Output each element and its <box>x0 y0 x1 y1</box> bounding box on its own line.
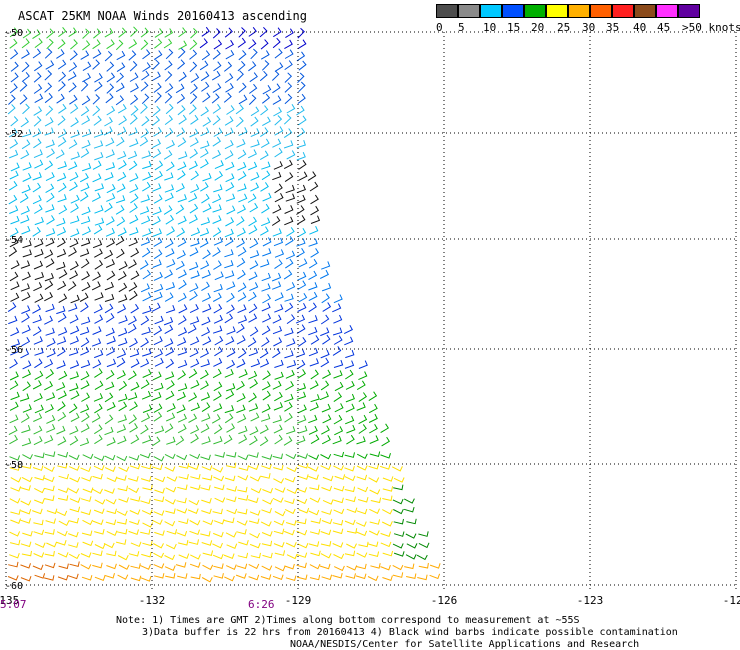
note-line-3: NOAA/NESDIS/Center for Satellite Applica… <box>290 639 640 650</box>
lat-tick-label: -56 <box>5 345 23 356</box>
scale-swatch <box>612 4 634 18</box>
scale-label: 0 <box>436 21 443 34</box>
scale-label: 40 <box>633 21 647 34</box>
scale-label: >50 knots <box>682 21 740 34</box>
lon-tick-label: -132 <box>139 594 166 607</box>
scale-swatch <box>634 4 656 18</box>
lat-tick-label: -54 <box>5 235 23 246</box>
map-title: ASCAT 25KM NOAA Winds 20160413 ascending <box>18 9 307 23</box>
scale-label: 25 <box>557 21 571 34</box>
scale-label: 35 <box>606 21 620 34</box>
lat-tick-label: -60 <box>5 581 23 592</box>
lat-tick-label: -52 <box>5 129 23 140</box>
lat-tick-label: -50 <box>5 28 23 39</box>
scale-swatch <box>524 4 546 18</box>
scale-swatch <box>590 4 612 18</box>
time-label-1: 5:07 <box>0 598 27 611</box>
scale-label: 30 <box>582 21 596 34</box>
note-line-1: Note: 1) Times are GMT 2)Times along bot… <box>116 615 580 626</box>
wind-barbs <box>7 26 441 583</box>
scale-swatch <box>436 4 458 18</box>
scale-label: 20 <box>531 21 545 34</box>
scale-swatch <box>502 4 524 18</box>
axis-ticks: -135 -132 -129 -126 -123 -120 -50 -52 -54 -56 -58 -… <box>0 28 740 607</box>
grid-lines <box>5 31 737 590</box>
scale-label: 15 <box>507 21 521 34</box>
lon-tick-label: -120 <box>723 594 740 607</box>
scale-label: 5 <box>458 21 465 34</box>
lon-tick-label: -129 <box>285 594 312 607</box>
lon-tick-label: -123 <box>577 594 604 607</box>
scale-swatch <box>678 4 700 18</box>
lat-tick-label: -58 <box>5 460 23 471</box>
scale-label: 45 <box>657 21 671 34</box>
scale-swatch <box>458 4 480 18</box>
scale-swatch <box>656 4 678 18</box>
note-line-2: 3)Data buffer is 22 hrs from 20160413 4)… <box>142 627 678 638</box>
time-label-2: 6:26 <box>248 598 275 611</box>
scale-label: 10 <box>483 21 497 34</box>
lon-tick-label: -135 <box>0 594 19 607</box>
scale-swatch <box>480 4 502 18</box>
scale-swatch <box>568 4 590 18</box>
scale-swatch <box>546 4 568 18</box>
lon-tick-label: -126 <box>431 594 458 607</box>
